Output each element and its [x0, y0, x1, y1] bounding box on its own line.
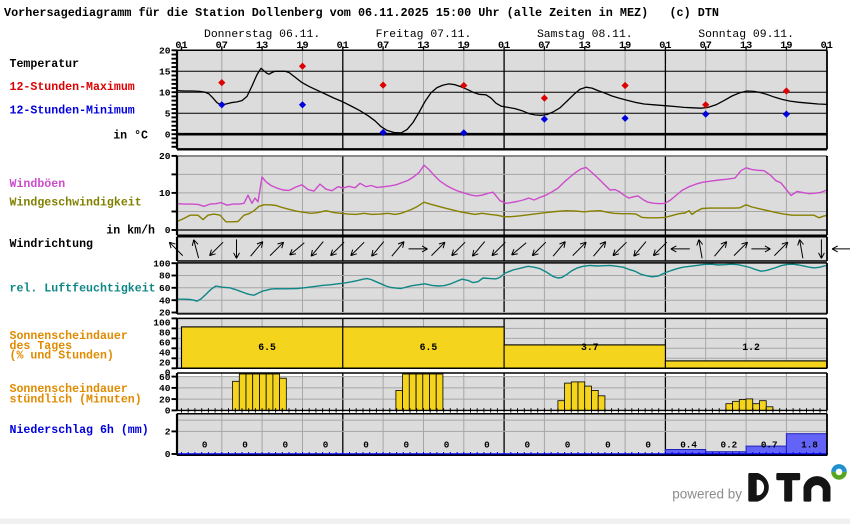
svg-text:6.5: 6.5: [420, 342, 438, 353]
svg-text:powered by: powered by: [672, 487, 742, 502]
svg-text:19: 19: [619, 41, 631, 52]
svg-text:60: 60: [159, 283, 171, 294]
svg-text:01: 01: [498, 41, 510, 52]
svg-text:Sonntag 09.11.: Sonntag 09.11.: [698, 29, 794, 41]
svg-text:des Tages: des Tages: [10, 340, 73, 353]
svg-text:13: 13: [256, 41, 268, 52]
svg-text:Windrichtung: Windrichtung: [10, 238, 94, 251]
svg-text:80: 80: [159, 271, 171, 282]
svg-text:07: 07: [216, 41, 228, 52]
svg-text:0: 0: [565, 440, 571, 451]
svg-text:0: 0: [645, 440, 651, 451]
svg-text:Vorhersagediagramm für die Sta: Vorhersagediagramm für die Station Dolle…: [4, 6, 719, 20]
svg-text:20: 20: [159, 394, 171, 405]
svg-text:0.4: 0.4: [680, 440, 697, 451]
svg-text:Temperatur: Temperatur: [10, 58, 80, 71]
svg-text:12-Stunden-Minimum: 12-Stunden-Minimum: [10, 104, 135, 117]
svg-text:20: 20: [159, 357, 171, 368]
svg-text:01: 01: [821, 41, 833, 52]
svg-text:0: 0: [165, 449, 171, 460]
svg-text:2: 2: [165, 427, 171, 438]
svg-text:0: 0: [165, 225, 171, 236]
svg-text:0: 0: [165, 367, 171, 378]
svg-text:0: 0: [165, 129, 171, 140]
svg-text:0: 0: [525, 440, 531, 451]
svg-text:40: 40: [159, 295, 171, 306]
svg-text:Windgeschwindigkeit: Windgeschwindigkeit: [10, 197, 142, 210]
svg-text:Niederschlag 6h (mm): Niederschlag 6h (mm): [10, 424, 149, 437]
svg-text:0: 0: [444, 440, 450, 451]
svg-text:07: 07: [538, 41, 550, 52]
svg-text:Sonnenscheindauer: Sonnenscheindauer: [10, 330, 128, 343]
svg-text:100: 100: [153, 258, 171, 269]
svg-text:10: 10: [159, 188, 171, 199]
svg-text:60: 60: [159, 337, 171, 348]
svg-text:01: 01: [659, 41, 671, 52]
svg-text:40: 40: [159, 347, 171, 358]
svg-text:15: 15: [159, 67, 171, 78]
svg-text:0: 0: [605, 440, 611, 451]
svg-text:1.2: 1.2: [742, 342, 760, 353]
svg-text:Sonnenscheindauer: Sonnenscheindauer: [10, 383, 128, 396]
svg-text:0: 0: [242, 440, 248, 451]
svg-text:20: 20: [159, 308, 171, 319]
svg-text:in km/h: in km/h: [106, 224, 155, 237]
svg-text:19: 19: [296, 41, 308, 52]
svg-text:07: 07: [700, 41, 712, 52]
svg-text:01: 01: [337, 41, 349, 52]
svg-text:1.8: 1.8: [801, 440, 818, 451]
svg-text:0: 0: [165, 406, 171, 417]
svg-text:80: 80: [159, 327, 171, 338]
svg-text:0: 0: [283, 440, 289, 451]
svg-text:0: 0: [363, 440, 369, 451]
svg-text:60: 60: [159, 372, 171, 383]
svg-text:3.7: 3.7: [581, 342, 599, 353]
svg-text:12-Stunden-Maximum: 12-Stunden-Maximum: [10, 81, 135, 94]
svg-text:stündlich (Minuten): stündlich (Minuten): [10, 393, 142, 406]
svg-text:01: 01: [175, 41, 187, 52]
svg-text:rel. Luftfeuchtigkeit: rel. Luftfeuchtigkeit: [10, 283, 156, 296]
svg-text:0: 0: [323, 440, 329, 451]
svg-text:20: 20: [159, 46, 171, 57]
svg-text:13: 13: [740, 41, 752, 52]
svg-text:19: 19: [458, 41, 470, 52]
svg-text:10: 10: [159, 87, 171, 98]
svg-text:0: 0: [484, 440, 490, 451]
svg-text:in °C: in °C: [113, 130, 148, 143]
svg-text:100: 100: [153, 317, 171, 328]
svg-text:19: 19: [780, 41, 792, 52]
svg-text:5: 5: [165, 108, 171, 119]
svg-text:Donnerstag 06.11.: Donnerstag 06.11.: [204, 29, 320, 41]
svg-text:Freitag 07.11.: Freitag 07.11.: [376, 29, 472, 41]
svg-text:13: 13: [579, 41, 591, 52]
svg-text:0: 0: [202, 440, 208, 451]
svg-text:Windböen: Windböen: [10, 178, 66, 191]
svg-text:13: 13: [417, 41, 429, 52]
svg-text:0.7: 0.7: [761, 440, 778, 451]
svg-text:Samstag 08.11.: Samstag 08.11.: [537, 29, 633, 41]
svg-text:07: 07: [377, 41, 389, 52]
svg-text:(% und Stunden): (% und Stunden): [10, 350, 114, 363]
svg-text:0: 0: [404, 440, 410, 451]
svg-text:6.5: 6.5: [258, 342, 276, 353]
svg-text:40: 40: [159, 383, 171, 394]
svg-text:20: 20: [159, 151, 171, 162]
svg-text:0.2: 0.2: [721, 440, 738, 451]
